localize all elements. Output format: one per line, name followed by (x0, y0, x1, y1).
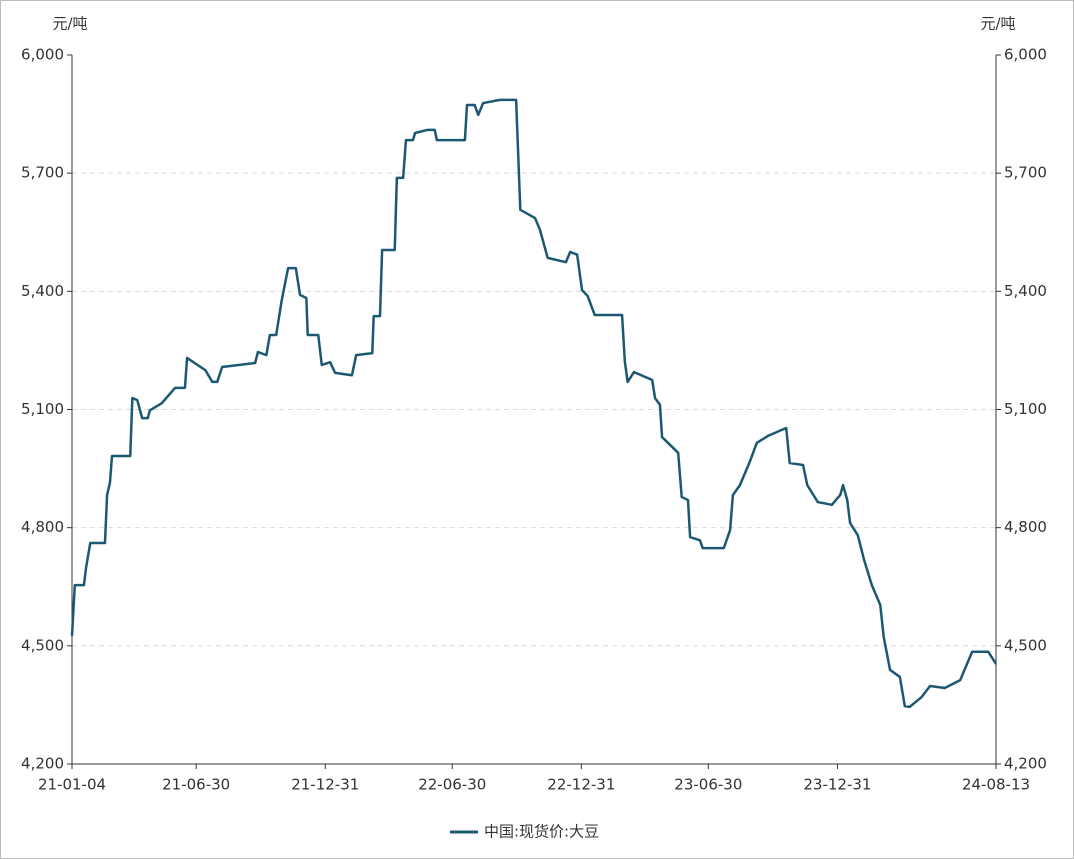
x-tick-label: 21-12-31 (291, 776, 359, 794)
y-tick-label: 4,500 (21, 636, 64, 654)
data-line (70, 98, 998, 709)
y2-tick-label: 5,100 (1004, 400, 1047, 418)
y2-unit: 元/吨 (980, 15, 1015, 33)
x-tick-label: 24-08-13 (962, 776, 1030, 794)
y-tick-label: 6,000 (21, 46, 64, 64)
y-tick-label: 5,400 (21, 282, 64, 300)
x-tick-label: 22-06-30 (418, 776, 486, 794)
y2-tick-label: 4,200 (1004, 755, 1047, 773)
y2-tick-label: 5,400 (1004, 282, 1047, 300)
y-tick-label: 4,800 (21, 518, 64, 536)
x-tick-label: 22-12-31 (547, 776, 615, 794)
x-tick-label: 21-06-30 (162, 776, 230, 794)
legend-label: 中国:现货价:大豆 (484, 823, 599, 841)
x-tick-label: 23-06-30 (674, 776, 742, 794)
y-tick-label: 4,200 (21, 755, 64, 773)
y-tick-label: 5,100 (21, 400, 64, 418)
x-tick-label: 21-01-04 (38, 776, 106, 794)
y2-tick-label: 4,800 (1004, 518, 1047, 536)
y2-tick-label: 4,500 (1004, 636, 1047, 654)
y-unit: 元/吨 (52, 15, 87, 33)
y2-tick-label: 5,700 (1004, 164, 1047, 182)
y2-tick-label: 6,000 (1004, 46, 1047, 64)
x-tick-label: 23-12-31 (803, 776, 871, 794)
y-tick-label: 5,700 (21, 164, 64, 182)
